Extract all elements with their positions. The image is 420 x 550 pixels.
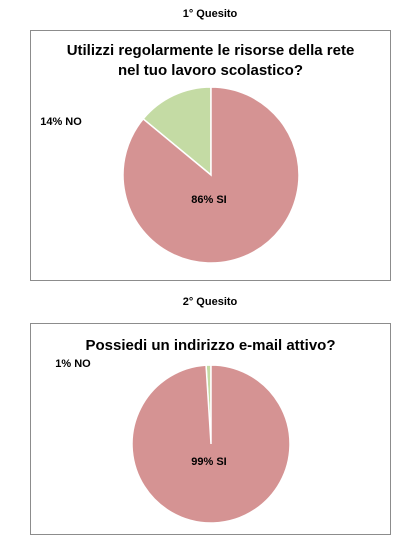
pie-1-slice-si	[122, 86, 300, 264]
chart-title-2: Possiedi un indirizzo e-mail attivo?	[31, 336, 390, 356]
pie-1-slice-no	[142, 86, 212, 177]
chart-title-2-line-1: Possiedi un indirizzo e-mail attivo?	[85, 337, 336, 354]
chart-title-1: Utilizzi regolarmente le risorse della r…	[31, 41, 390, 81]
pie-chart-2: 1% NO 99% SI	[55, 358, 291, 524]
pie-chart-1: 14% NO 86% SI	[40, 86, 300, 264]
pie-2-slice-si	[131, 364, 291, 524]
chart-title-1-line-1: Utilizzi regolarmente le risorse della r…	[66, 42, 355, 59]
section-heading-1: 1° Quesito	[182, 8, 238, 20]
pie-2-label-no: 1% NO	[55, 358, 91, 370]
section-heading-2: 2° Quesito	[182, 296, 238, 308]
pie-1-label-si: 86% SI	[191, 194, 226, 206]
pie-1-label-no: 14% NO	[40, 116, 82, 128]
chart-panel-2: Possiedi un indirizzo e-mail attivo? 1% …	[30, 323, 391, 535]
pie-2-label-si: 99% SI	[191, 456, 226, 468]
chart-title-1-line-2: nel tuo lavoro scolastico?	[117, 62, 304, 79]
chart-panel-1: Utilizzi regolarmente le risorse della r…	[30, 30, 391, 281]
